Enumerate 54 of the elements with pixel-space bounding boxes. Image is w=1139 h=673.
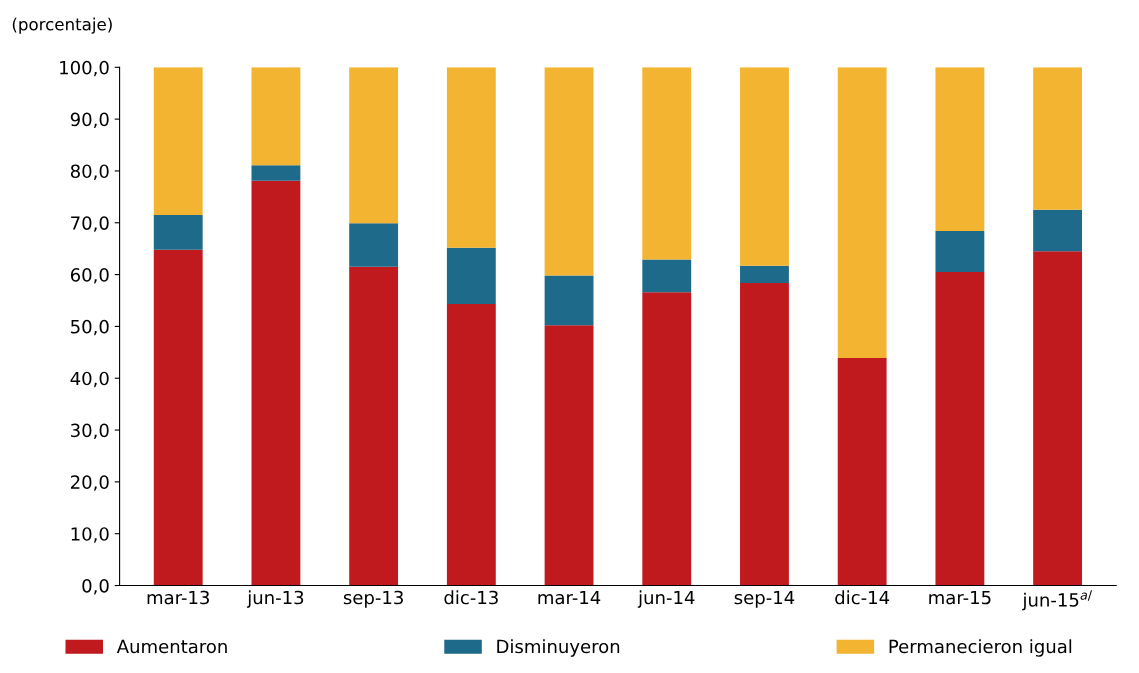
x-tick-label: jun-15$^{a/}$ — [1022, 590, 1093, 611]
legend-label: Disminuyeron — [497, 639, 620, 657]
y-tick-label: 40,0 — [70, 371, 109, 388]
y-tick-label: 70,0 — [71, 216, 109, 232]
bar — [251, 67, 301, 166]
y-axis-title: (porcentaje) — [12, 17, 112, 34]
bar — [544, 67, 594, 276]
y-tick-label: 50,0 — [71, 319, 109, 336]
y-tick-label: 60,0 — [70, 268, 109, 284]
bar — [544, 275, 594, 326]
y-tick-label: 100,0 — [60, 60, 109, 77]
bar — [349, 67, 399, 224]
bar — [935, 67, 985, 232]
bar — [349, 223, 399, 267]
bar — [1033, 209, 1083, 252]
bar — [1033, 251, 1083, 586]
bar — [153, 214, 203, 250]
y-tick-label: 10,0 — [71, 527, 109, 543]
x-tick-label: mar-15 — [929, 590, 991, 605]
bar — [349, 266, 399, 586]
bar — [544, 325, 594, 586]
y-tick-label: 20,0 — [70, 475, 109, 491]
bar — [740, 265, 789, 283]
bar — [446, 304, 496, 586]
bar — [740, 67, 789, 266]
bar — [446, 67, 496, 248]
bar — [935, 271, 985, 586]
y-tick-label: 90,0 — [70, 112, 109, 129]
x-tick-label: mar-14 — [538, 590, 601, 605]
x-tick-label: dic-13 — [444, 590, 498, 605]
bar — [251, 180, 301, 586]
bar — [642, 67, 692, 260]
bar — [642, 259, 692, 293]
x-tick-label: jun-14 — [637, 590, 695, 608]
bar — [153, 67, 203, 215]
y-tick-label: 0,0 — [82, 578, 109, 595]
bar — [935, 231, 985, 272]
bar — [642, 292, 692, 586]
bar — [251, 165, 301, 181]
x-tick-label: dic-14 — [835, 590, 890, 605]
bar — [740, 282, 789, 586]
bar — [837, 358, 887, 586]
bar — [837, 67, 887, 359]
bar — [446, 247, 496, 305]
x-tick-label: jun-13 — [246, 590, 304, 608]
legend-label: Aumentaron — [116, 639, 227, 654]
x-tick-label: mar-13 — [147, 590, 209, 605]
legend-label: Permanecieron igual — [889, 639, 1072, 657]
y-tick-label: 80,0 — [70, 164, 109, 180]
y-tick-label: 30,0 — [71, 423, 109, 440]
x-tick-label: sep-14 — [734, 590, 795, 608]
bar — [153, 249, 203, 586]
x-tick-label: sep-13 — [343, 590, 403, 608]
bar — [1033, 67, 1083, 210]
